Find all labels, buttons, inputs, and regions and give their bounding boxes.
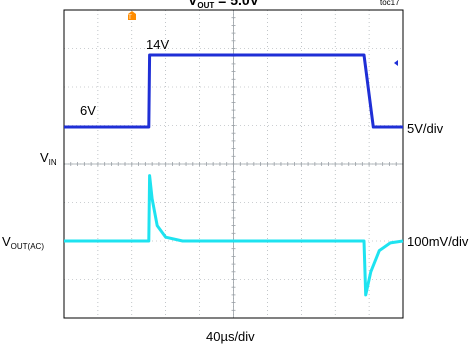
vout-ac-trace	[64, 174, 404, 297]
title: VOUT = 5.0V	[188, 0, 259, 10]
trigger-level-arrow-icon	[394, 60, 398, 66]
figure-tag: toc17	[380, 0, 400, 7]
ch1-scale-label: 5V/div	[407, 121, 444, 136]
trigger-marker-icon	[128, 11, 136, 20]
trigger-marker-letter: T	[128, 15, 132, 21]
grid	[63, 9, 404, 319]
vin-trace	[64, 53, 403, 129]
plot-frame	[63, 9, 404, 319]
level-high-label: 14V	[146, 37, 170, 52]
vin-label: VIN	[40, 150, 57, 167]
timebase-label: 40µs/div	[206, 329, 255, 344]
ch2-scale-label: 100mV/div	[407, 234, 469, 249]
level-low-label: 6V	[80, 103, 96, 118]
vout-ac-label: VOUT(AC)	[2, 234, 44, 251]
traces	[64, 53, 404, 297]
